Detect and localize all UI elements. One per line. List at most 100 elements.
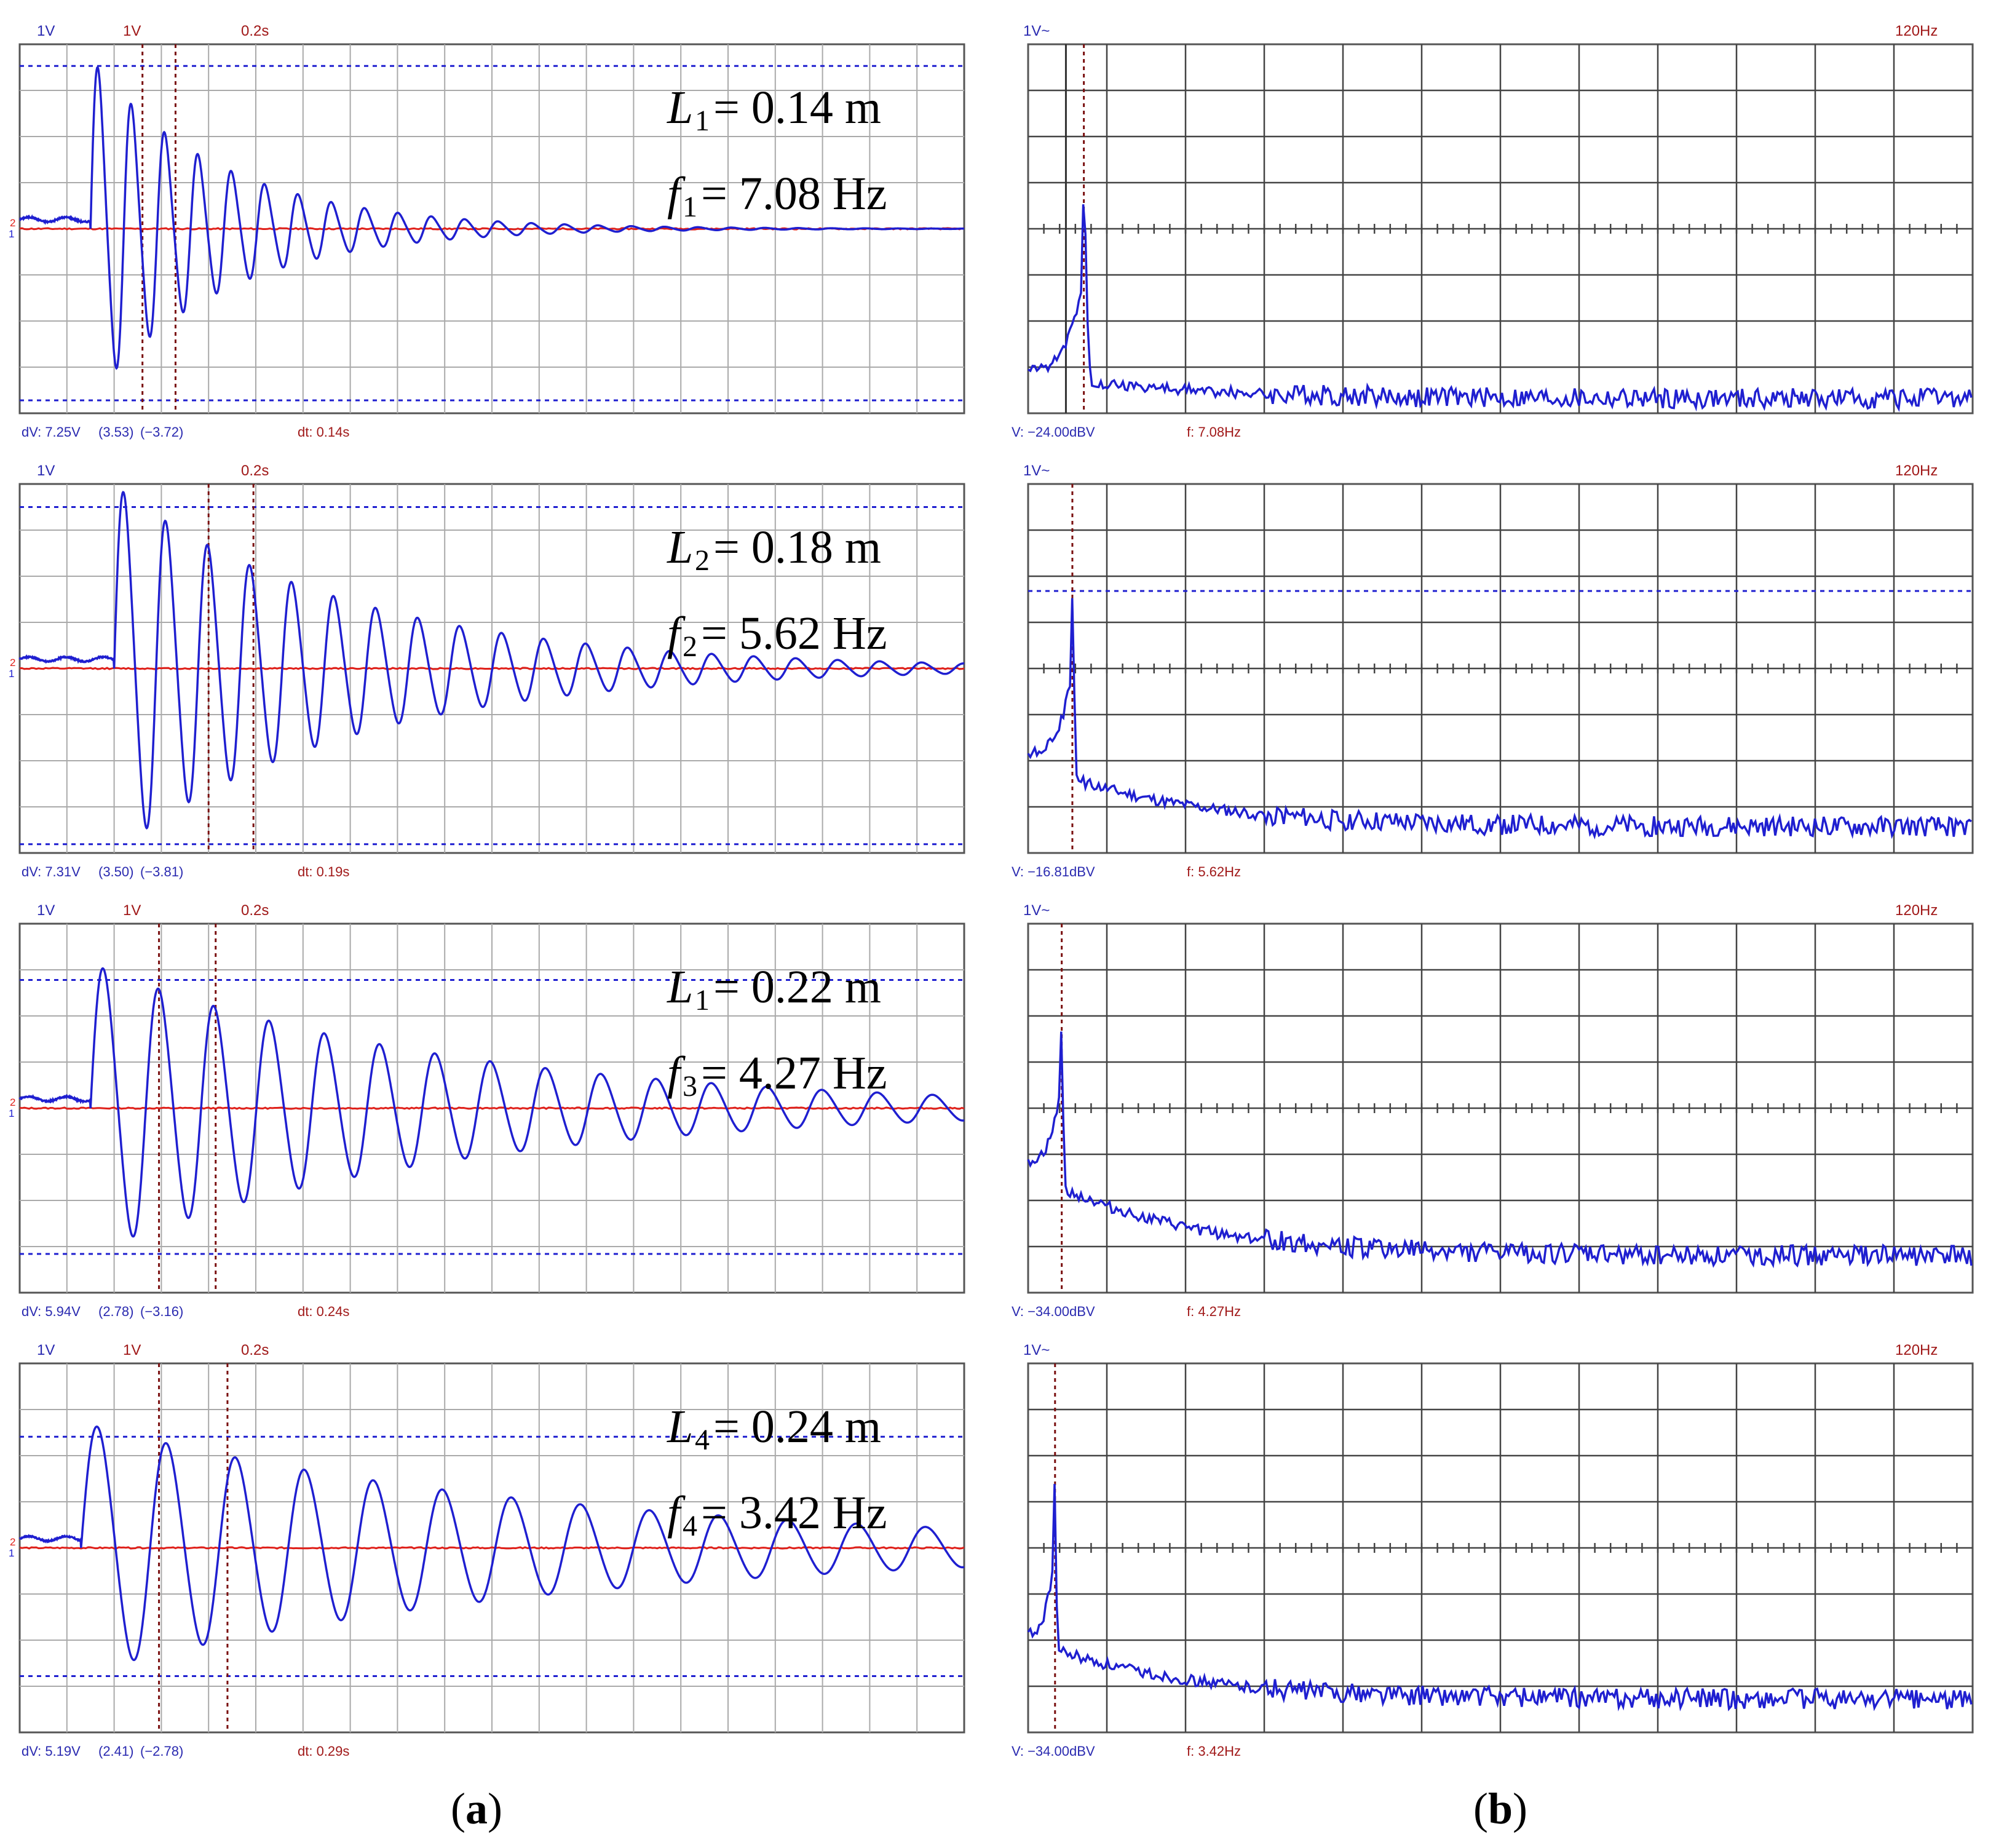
ch1-scale-label: 1V [37, 1342, 55, 1358]
caption-b-close: ) [1513, 1784, 1527, 1833]
length-label: L [667, 82, 693, 133]
ch2-scale-label: 1V [123, 902, 141, 919]
scale-label: 1V~ [1023, 902, 1050, 919]
signal-trace [19, 65, 964, 370]
length-value: = 0.18 m [713, 521, 881, 573]
caption-a-close: ) [488, 1784, 502, 1833]
timebase-label: 0.2s [241, 462, 269, 479]
spectrum-chart-1: 1V~ 120Hz V: −24.00dBV f: 7.08Hz [1012, 23, 1974, 440]
caption-a: (a) [384, 1783, 569, 1834]
level-readout: V: −16.81dBV [1012, 864, 1095, 879]
spectrum-chart-3: 1V~ 120Hz V: −34.00dBV f: 4.27Hz [1012, 902, 1974, 1319]
frequency-value: = 5.62 Hz [701, 608, 887, 659]
channel-1-marker: 1 [9, 668, 14, 680]
time-panel-1: 2 1 1V 1V 0.2s dV: 7.25V (3.53) (−3.72) dt: 0.14… [0, 12, 984, 451]
caption-a-letter: a [465, 1784, 488, 1833]
center-ticks [1043, 1543, 1958, 1553]
signal-trace [18, 1426, 965, 1662]
frequency-span-label: 120Hz [1895, 462, 1938, 479]
dv-negative-readout: (−2.78) [140, 1743, 183, 1759]
frequency-span-label: 120Hz [1895, 902, 1938, 919]
frequency-readout: f: 4.27Hz [1187, 1304, 1241, 1319]
channel-2-marker: 2 [10, 1097, 15, 1108]
timebase-label: 0.2s [241, 1342, 269, 1358]
time-panel-4: 2 1 1V 1V 0.2s dV: 5.19V (2.41) (−2.78) dt: 0.29… [0, 1331, 984, 1770]
length-value: = 0.22 m [713, 961, 881, 1013]
length-value: = 0.14 m [713, 82, 881, 133]
frequency-subscript: 4 [683, 1510, 697, 1542]
length-subscript: 4 [695, 1424, 710, 1456]
channel-1-marker: 1 [9, 1108, 14, 1119]
length-subscript: 1 [695, 984, 710, 1017]
timebase-label: 0.2s [241, 23, 269, 39]
dv-negative-readout: (−3.72) [140, 424, 183, 440]
dt-readout: dt: 0.14s [298, 424, 349, 440]
caption-b: (b) [1408, 1783, 1593, 1834]
dv-readout: dV: 7.25V [22, 424, 81, 440]
frequency-readout: f: 7.08Hz [1187, 424, 1241, 440]
frequency-readout: f: 5.62Hz [1187, 864, 1241, 879]
length-subscript: 1 [695, 105, 710, 137]
length-value: = 0.24 m [713, 1401, 881, 1453]
center-ticks [1043, 664, 1958, 673]
frequency-subscript: 1 [683, 191, 697, 223]
ch1-scale-label: 1V [37, 902, 55, 919]
level-readout: V: −34.00dBV [1012, 1743, 1095, 1759]
signal-trace [18, 491, 965, 830]
scale-label: 1V~ [1023, 1342, 1050, 1358]
dt-readout: dt: 0.29s [298, 1743, 349, 1759]
scale-label: 1V~ [1023, 23, 1050, 39]
channel-2-marker: 2 [10, 1536, 15, 1548]
frequency-subscript: 3 [683, 1070, 697, 1103]
spectrum-panel-3: 1V~ 120Hz V: −34.00dBV f: 4.27Hz [1008, 892, 1992, 1330]
scale-label: 1V~ [1023, 462, 1050, 479]
spectrum-panel-4: 1V~ 120Hz V: −34.00dBV f: 3.42Hz [1008, 1331, 1992, 1770]
center-ticks [1043, 224, 1958, 234]
dv-negative-readout: (−3.81) [140, 864, 183, 879]
frequency-readout: f: 3.42Hz [1187, 1743, 1241, 1759]
time-chart-4: 21 1V 1V 0.2s dV: 5.19V (2.41) (−2.78) dt: 0.29… [9, 1342, 965, 1759]
frequency-span-label: 120Hz [1895, 1342, 1938, 1358]
spectrum-trace [1027, 1483, 1973, 1711]
frequency-subscript: 2 [683, 630, 697, 663]
channel-2-marker: 2 [10, 217, 15, 229]
dv-positive-readout: (2.41) [98, 1743, 133, 1759]
time-panel-2: 2 1 1V 0.2s dV: 7.31V (3.50) (−3.81) dt: 0.19s L… [0, 452, 984, 890]
dv-positive-readout: (2.78) [98, 1304, 133, 1319]
length-label: L [667, 1401, 693, 1453]
caption-b-open: ( [1473, 1784, 1488, 1833]
ch1-scale-label: 1V [37, 23, 55, 39]
dv-readout: dV: 5.19V [22, 1743, 81, 1759]
ch1-scale-label: 1V [37, 462, 55, 479]
channel-2-marker: 2 [10, 657, 15, 668]
spectrum-chart-4: 1V~ 120Hz V: −34.00dBV f: 3.42Hz [1012, 1342, 1974, 1759]
length-subscript: 2 [695, 544, 710, 577]
ch2-scale-label: 1V [123, 23, 141, 39]
spectrum-trace [1027, 1031, 1973, 1269]
channel-1-marker: 1 [9, 1547, 14, 1559]
dv-negative-readout: (−3.16) [140, 1304, 183, 1319]
reference-trace [19, 1106, 965, 1110]
dv-positive-readout: (3.50) [98, 864, 133, 879]
length-label: L [667, 961, 693, 1013]
frequency-value: = 7.08 Hz [701, 168, 887, 220]
frequency-value: = 3.42 Hz [701, 1487, 887, 1539]
frequency-span-label: 120Hz [1895, 23, 1938, 39]
caption-b-letter: b [1487, 1784, 1513, 1833]
spectrum-trace [1027, 598, 1972, 840]
spectrum-trace [1028, 204, 1973, 412]
level-readout: V: −34.00dBV [1012, 1304, 1095, 1319]
center-ticks [1043, 1103, 1958, 1113]
grid [1028, 1363, 1973, 1732]
channel-1-marker: 1 [9, 228, 14, 240]
dt-readout: dt: 0.24s [298, 1304, 349, 1319]
dv-readout: dV: 7.31V [22, 864, 81, 879]
level-readout: V: −24.00dBV [1012, 424, 1095, 440]
ch2-scale-label: 1V [123, 1342, 141, 1358]
dv-readout: dV: 5.94V [22, 1304, 81, 1319]
caption-a-open: ( [451, 1784, 465, 1833]
time-panel-3: 2 1 1V 1V 0.2s dV: 5.94V (2.78) (−3.16) dt: 0.24… [0, 892, 984, 1330]
